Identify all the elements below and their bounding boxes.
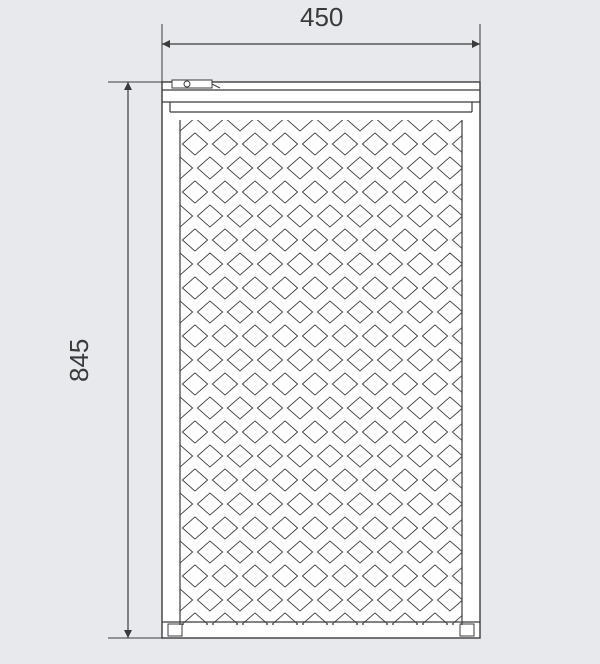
- diagram-canvas: 450 845: [0, 0, 600, 664]
- technical-drawing: [0, 0, 600, 664]
